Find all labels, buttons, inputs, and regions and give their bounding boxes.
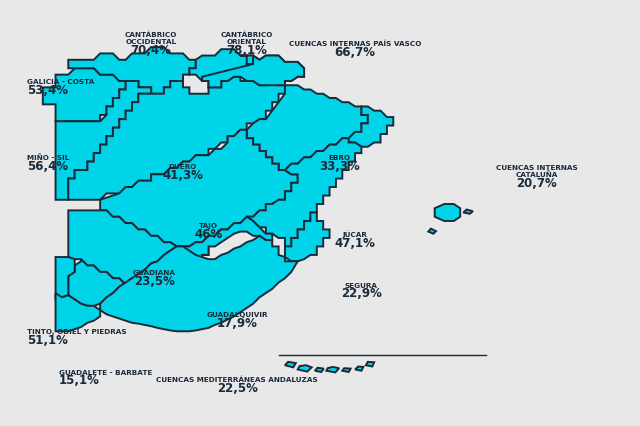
Text: EBRO: EBRO xyxy=(328,155,350,161)
Text: 20,7%: 20,7% xyxy=(516,177,557,190)
Text: CUENCAS MEDITERRÁNEAS ANDALUZAS: CUENCAS MEDITERRÁNEAS ANDALUZAS xyxy=(156,376,318,382)
Polygon shape xyxy=(298,366,312,372)
Polygon shape xyxy=(326,367,339,373)
Text: CUENCAS INTERNAS PAÍS VASCO: CUENCAS INTERNAS PAÍS VASCO xyxy=(289,40,421,47)
Text: 46%: 46% xyxy=(195,227,223,241)
Text: 53,4%: 53,4% xyxy=(27,83,68,97)
Polygon shape xyxy=(428,229,436,234)
Polygon shape xyxy=(68,48,196,95)
Text: 33,3%: 33,3% xyxy=(319,160,360,173)
Text: JÚCAR: JÚCAR xyxy=(342,230,367,237)
Polygon shape xyxy=(342,368,351,372)
Polygon shape xyxy=(100,236,298,331)
Polygon shape xyxy=(68,211,209,289)
Polygon shape xyxy=(366,362,374,367)
Text: DUERO: DUERO xyxy=(169,164,197,170)
Polygon shape xyxy=(189,50,253,88)
Text: CUENCAS INTERNAS
CATALUÑA: CUENCAS INTERNAS CATALUÑA xyxy=(496,164,577,178)
Text: CANTÁBRICO
ORIENTAL: CANTÁBRICO ORIENTAL xyxy=(221,32,273,45)
Polygon shape xyxy=(100,130,298,247)
Polygon shape xyxy=(43,69,125,122)
Text: 41,3%: 41,3% xyxy=(163,168,204,181)
Text: CANTÁBRICO
OCCIDENTAL: CANTÁBRICO OCCIDENTAL xyxy=(125,32,177,45)
Polygon shape xyxy=(68,217,272,306)
Text: 78,1%: 78,1% xyxy=(227,43,267,56)
Polygon shape xyxy=(56,294,100,331)
Text: 66,7%: 66,7% xyxy=(335,46,376,58)
Text: 15,1%: 15,1% xyxy=(59,374,100,386)
Polygon shape xyxy=(202,56,368,171)
Text: 56,4%: 56,4% xyxy=(27,160,68,173)
Polygon shape xyxy=(56,257,75,300)
Polygon shape xyxy=(463,210,473,214)
Polygon shape xyxy=(435,204,460,222)
Polygon shape xyxy=(56,82,151,200)
Polygon shape xyxy=(285,362,296,368)
Text: 22,5%: 22,5% xyxy=(217,381,257,394)
Polygon shape xyxy=(285,213,330,262)
Polygon shape xyxy=(355,367,364,371)
Polygon shape xyxy=(68,78,285,200)
Text: GALICIA - COSTA: GALICIA - COSTA xyxy=(27,79,94,85)
Text: 70,4%: 70,4% xyxy=(131,43,172,56)
Polygon shape xyxy=(349,107,394,147)
Text: GUADALQUIVIR: GUADALQUIVIR xyxy=(207,311,268,317)
Text: TAJO: TAJO xyxy=(199,223,218,229)
Polygon shape xyxy=(246,139,362,247)
Text: 47,1%: 47,1% xyxy=(335,236,376,249)
Polygon shape xyxy=(315,368,324,372)
Text: GUADIANA: GUADIANA xyxy=(133,269,176,275)
Text: GUADALETE - BARBATE: GUADALETE - BARBATE xyxy=(59,368,152,375)
Text: SEGURA: SEGURA xyxy=(345,282,378,288)
Text: 23,5%: 23,5% xyxy=(134,274,175,287)
Text: MIÑO - SIL: MIÑO - SIL xyxy=(27,154,69,161)
Polygon shape xyxy=(241,56,304,82)
Text: 17,9%: 17,9% xyxy=(217,317,257,329)
Text: 51,1%: 51,1% xyxy=(27,334,68,346)
Text: 22,9%: 22,9% xyxy=(341,287,382,300)
Text: TINTO, ODIEL Y PIEDRAS: TINTO, ODIEL Y PIEDRAS xyxy=(27,328,127,334)
